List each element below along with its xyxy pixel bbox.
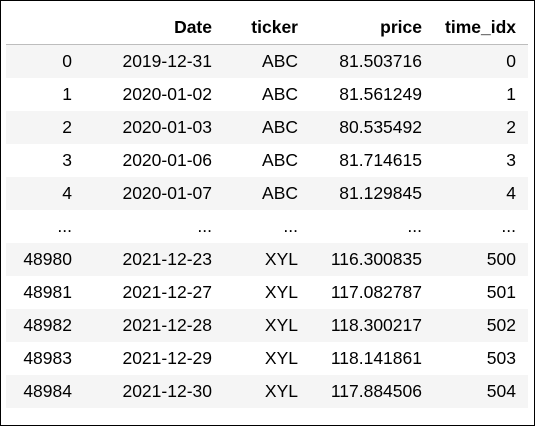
ellipsis-cell: ... [57, 216, 72, 236]
table-row: 4 2020-01-07 ABC 81.129845 4 [6, 177, 528, 210]
date-cell: 2020-01-03 [122, 117, 212, 137]
table-row: 3 2020-01-06 ABC 81.714615 3 [6, 144, 528, 177]
price-cell: 117.082787 [330, 282, 422, 302]
ticker-cell: ABC [262, 84, 298, 104]
price-cell: 81.561249 [339, 84, 422, 104]
row-index: 48982 [23, 315, 72, 335]
ticker-cell: ABC [262, 150, 298, 170]
row-index: 48981 [23, 282, 72, 302]
ellipsis-cell: ... [501, 216, 516, 236]
ellipsis-row: ... ... ... ... ... [6, 210, 528, 243]
price-cell: 80.535492 [339, 117, 422, 137]
time-idx-cell: 4 [506, 183, 516, 203]
price-cell: 81.129845 [339, 183, 422, 203]
table-row: 0 2019-12-31 ABC 81.503716 0 [6, 44, 528, 78]
row-index: 4 [62, 183, 72, 203]
row-index: 1 [62, 84, 72, 104]
time-idx-cell: 0 [506, 51, 516, 71]
dataframe-table: Date ticker price time_idx 0 2019-12-31 … [6, 11, 528, 408]
row-index: 0 [62, 51, 72, 71]
row-index: 48984 [23, 381, 72, 401]
index-header [6, 11, 84, 45]
table-row: 1 2020-01-02 ABC 81.561249 1 [6, 78, 528, 111]
ellipsis-cell: ... [283, 216, 298, 236]
ticker-cell: XYL [264, 249, 298, 269]
price-cell: 81.714615 [339, 150, 422, 170]
date-cell: 2021-12-27 [122, 282, 212, 302]
date-cell: 2021-12-28 [122, 315, 212, 335]
ticker-cell: ABC [262, 183, 298, 203]
table-row: 2 2020-01-03 ABC 80.535492 2 [6, 111, 528, 144]
date-cell: 2020-01-06 [122, 150, 212, 170]
time-idx-cell: 501 [486, 282, 516, 302]
time-idx-cell: 504 [486, 381, 516, 401]
row-index: 48983 [23, 348, 72, 368]
column-header-time-idx: time_idx [434, 11, 528, 45]
time-idx-cell: 502 [486, 315, 516, 335]
ticker-cell: XYL [264, 282, 298, 302]
ticker-cell: XYL [264, 381, 298, 401]
time-idx-cell: 2 [506, 117, 516, 137]
time-idx-cell: 503 [486, 348, 516, 368]
date-cell: 2021-12-29 [122, 348, 212, 368]
price-cell: 118.300217 [330, 315, 422, 335]
ticker-cell: ABC [262, 51, 298, 71]
date-cell: 2020-01-07 [122, 183, 212, 203]
ticker-cell: ABC [262, 117, 298, 137]
price-cell: 116.300835 [330, 249, 422, 269]
row-index: 2 [62, 117, 72, 137]
price-cell: 81.503716 [339, 51, 422, 71]
price-cell: 117.884506 [330, 381, 422, 401]
table-row: 48980 2021-12-23 XYL 116.300835 500 [6, 243, 528, 276]
ellipsis-cell: ... [407, 216, 422, 236]
ticker-cell: XYL [264, 315, 298, 335]
table-row: 48981 2021-12-27 XYL 117.082787 501 [6, 276, 528, 309]
table-row: 48983 2021-12-29 XYL 118.141861 503 [6, 342, 528, 375]
date-cell: 2019-12-31 [122, 51, 212, 71]
table-row: 48982 2021-12-28 XYL 118.300217 502 [6, 309, 528, 342]
date-cell: 2020-01-02 [122, 84, 212, 104]
time-idx-cell: 1 [506, 84, 516, 104]
time-idx-cell: 3 [506, 150, 516, 170]
column-header-ticker: ticker [224, 11, 310, 45]
column-header-date: Date [84, 11, 224, 45]
date-cell: 2021-12-30 [122, 381, 212, 401]
row-index: 3 [62, 150, 72, 170]
header-row: Date ticker price time_idx [6, 11, 528, 45]
column-header-price: price [310, 11, 434, 45]
table-row: 48984 2021-12-30 XYL 117.884506 504 [6, 375, 528, 408]
time-idx-cell: 500 [486, 249, 516, 269]
date-cell: 2021-12-23 [122, 249, 212, 269]
row-index: 48980 [23, 249, 72, 269]
price-cell: 118.141861 [330, 348, 422, 368]
ticker-cell: XYL [264, 348, 298, 368]
ellipsis-cell: ... [197, 216, 212, 236]
